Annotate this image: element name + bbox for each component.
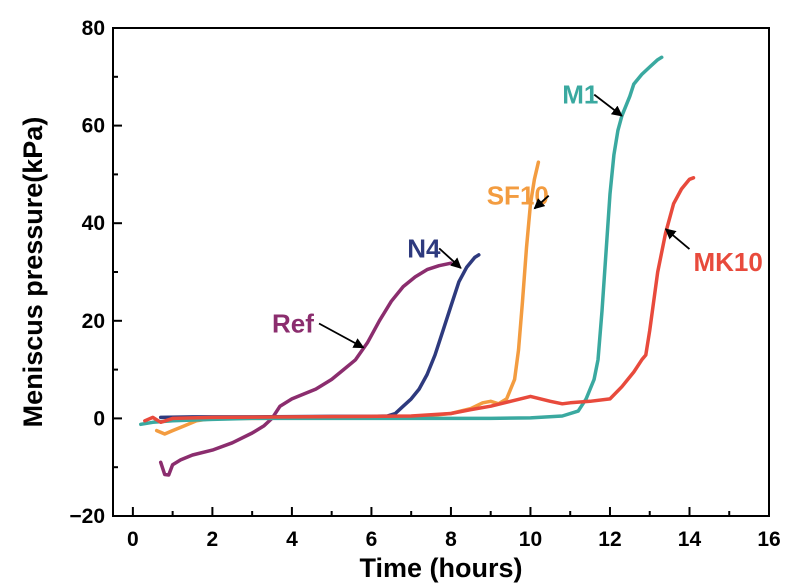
x-tick-label: 14	[678, 528, 702, 551]
y-axis-title: Meniscus pressure(kPa)	[18, 117, 48, 428]
series-label-n4: N4	[407, 233, 441, 263]
series-label-m1: M1	[562, 80, 598, 110]
x-tick-label: 6	[366, 528, 378, 551]
series-annotations: Ref N4 SF10 M1 MK10	[272, 80, 763, 349]
series-arrow-sf10	[533, 194, 550, 210]
y-tick-label: 20	[82, 310, 105, 333]
y-tick-label: 40	[82, 212, 105, 235]
series-arrow-n4	[438, 247, 462, 269]
x-axis: 0 2 4 6 8 10 12 14 16	[127, 507, 781, 551]
y-tick-label: −20	[69, 505, 105, 528]
y-tick-label: 60	[82, 115, 105, 138]
series-lines	[139, 55, 696, 477]
x-tick-label: 4	[286, 528, 298, 551]
y-tick-label: 80	[82, 17, 105, 40]
x-tick-label: 0	[127, 528, 139, 551]
series-line-sf10	[154, 160, 541, 436]
y-tick-label: 0	[93, 407, 105, 430]
x-tick-label: 8	[445, 528, 457, 551]
series-line-m1	[139, 55, 664, 427]
series-line-ref	[158, 261, 453, 477]
y-axis: −20 0 20 40 60 80	[69, 17, 122, 528]
plot-frame	[112, 27, 770, 517]
series-line-n4	[158, 253, 481, 420]
series-arrow-m1	[593, 93, 623, 117]
x-tick-label: 12	[598, 528, 621, 551]
series-arrow-ref	[318, 322, 365, 349]
x-tick-label: 10	[519, 528, 542, 551]
series-label-mk10: MK10	[693, 247, 762, 277]
x-tick-label: 16	[757, 528, 780, 551]
series-line-mk10	[143, 176, 696, 425]
series-label-ref: Ref	[272, 309, 314, 339]
series-label-sf10: SF10	[487, 181, 549, 211]
x-tick-label: 2	[207, 528, 219, 551]
x-axis-title: Time (hours)	[359, 553, 522, 583]
series-arrow-mk10	[664, 228, 691, 250]
